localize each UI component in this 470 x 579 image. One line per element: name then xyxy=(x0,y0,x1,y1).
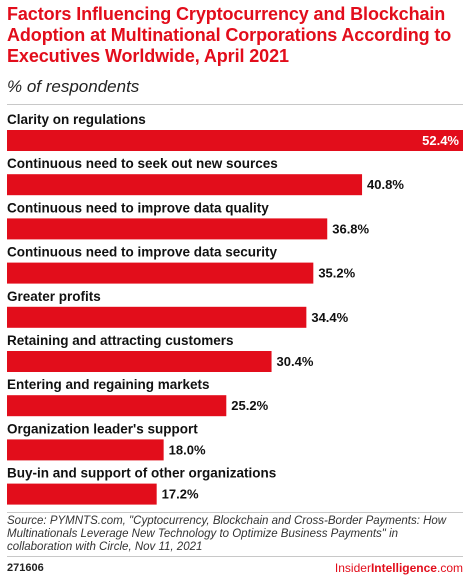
category-label: Greater profits xyxy=(7,289,101,304)
bar xyxy=(7,174,363,196)
bar-chart: Clarity on regulations 52.4% Continuous ne… xyxy=(7,112,463,505)
brand-logo[interactable]: InsiderIntelligence.com xyxy=(335,561,463,575)
bar xyxy=(7,483,157,505)
category-label: Organization leader's support xyxy=(7,421,198,436)
top-divider xyxy=(7,104,463,105)
category-label: Continuous need to seek out new sources xyxy=(7,156,278,171)
bar xyxy=(7,218,328,240)
data-label: 40.8% xyxy=(367,177,404,192)
chart-title: Factors Influencing Cryptocurrency and B… xyxy=(7,4,452,66)
data-label: 36.8% xyxy=(332,221,369,236)
bar xyxy=(7,130,463,151)
category-label: Buy-in and support of other organization… xyxy=(7,466,276,481)
brand-prefix: Insider xyxy=(334,561,371,575)
bar xyxy=(7,395,227,417)
category-label: Retaining and attracting customers xyxy=(7,333,234,348)
category-label: Clarity on regulations xyxy=(7,112,146,127)
data-label: 18.0% xyxy=(169,442,206,457)
bar xyxy=(7,262,314,284)
bar xyxy=(7,306,307,328)
chart-id: 271606 xyxy=(7,562,44,574)
data-label: 25.2% xyxy=(231,398,268,413)
brand-domain: .com xyxy=(436,561,463,575)
category-label: Continuous need to improve data security xyxy=(7,245,278,260)
chart-subtitle: % of respondents xyxy=(7,77,140,96)
data-label: 34.4% xyxy=(311,310,348,325)
data-label: 35.2% xyxy=(318,266,355,281)
footer-divider xyxy=(7,556,463,557)
data-label: 30.4% xyxy=(277,354,314,369)
bar xyxy=(7,351,272,372)
category-label: Entering and regaining markets xyxy=(7,377,210,392)
category-label: Continuous need to improve data quality xyxy=(7,200,269,215)
source-note: Source: PYMNTS.com, "Cyptocurrency, Bloc… xyxy=(7,515,447,553)
bar xyxy=(7,439,164,461)
data-label: 17.2% xyxy=(162,487,199,502)
brand-suffix: Intelligence xyxy=(370,561,437,575)
data-label: 52.4% xyxy=(422,133,459,148)
source-divider xyxy=(7,512,463,513)
